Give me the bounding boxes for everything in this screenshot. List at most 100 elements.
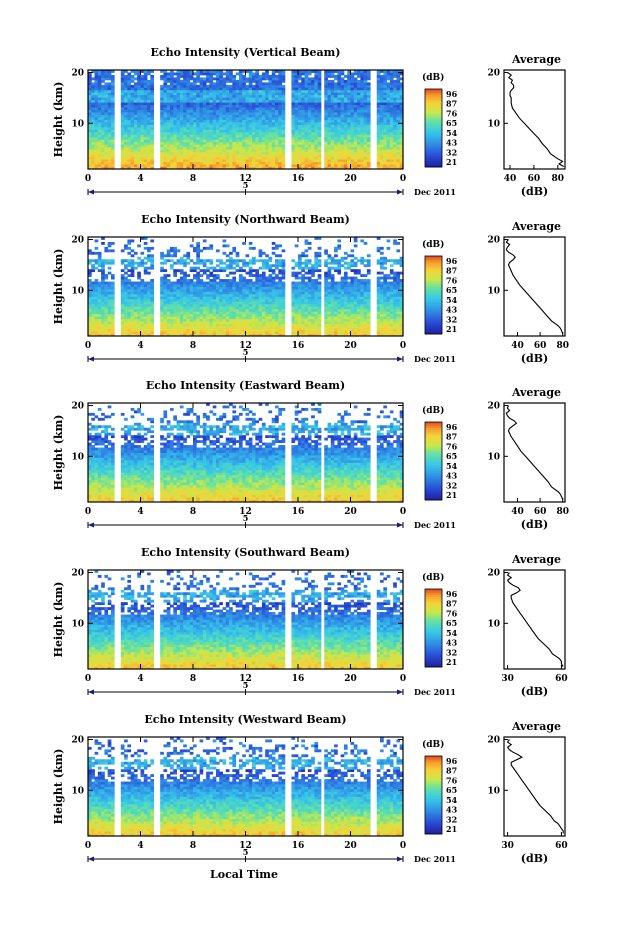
heatmap-cell bbox=[88, 154, 92, 158]
heatmap-cell bbox=[107, 261, 112, 265]
heatmap-cell bbox=[238, 328, 243, 332]
heatmap-cell bbox=[304, 156, 309, 160]
heatmap-cell bbox=[298, 74, 302, 78]
heatmap-cell bbox=[294, 154, 299, 158]
heatmap-cell bbox=[376, 89, 381, 93]
heatmap-cell bbox=[396, 84, 401, 88]
heatmap-cell bbox=[252, 256, 256, 260]
heatmap-cell bbox=[107, 94, 112, 98]
heatmap-cell bbox=[245, 89, 250, 93]
heatmap-cell bbox=[147, 72, 151, 76]
heatmap-cell bbox=[150, 99, 155, 103]
heatmap-cell bbox=[170, 308, 174, 312]
heatmap-cell bbox=[337, 121, 342, 125]
heatmap-cell bbox=[337, 107, 342, 111]
heatmap-cell bbox=[324, 156, 328, 160]
heatmap-cell bbox=[120, 92, 125, 96]
heatmap-cell bbox=[127, 99, 132, 103]
heatmap-cell bbox=[199, 136, 204, 140]
heatmap-cell bbox=[278, 112, 282, 115]
heatmap-cell bbox=[166, 89, 171, 93]
heatmap-cell bbox=[127, 269, 132, 273]
heatmap-cell bbox=[166, 102, 171, 106]
heatmap-cell bbox=[127, 151, 132, 155]
heatmap-cell bbox=[94, 87, 99, 91]
heatmap-cell bbox=[255, 126, 260, 130]
heatmap-cell bbox=[179, 323, 184, 327]
heatmap-cell bbox=[137, 97, 141, 101]
heatmap-cell bbox=[199, 164, 204, 167]
heatmap-cell bbox=[255, 74, 260, 78]
heatmap-cell bbox=[110, 274, 115, 278]
heatmap-cell bbox=[140, 284, 145, 287]
heatmap-cell bbox=[160, 121, 164, 125]
heatmap-cell bbox=[255, 104, 260, 108]
heatmap-cell bbox=[199, 72, 204, 76]
heatmap-cell bbox=[307, 107, 312, 111]
heatmap-cell bbox=[232, 119, 237, 123]
heatmap-cell bbox=[196, 246, 200, 250]
heatmap-cell bbox=[189, 331, 194, 334]
heatmap-cell bbox=[278, 104, 282, 108]
heatmap-cell bbox=[314, 117, 319, 120]
heatmap-cell bbox=[238, 136, 243, 140]
heatmap-cell bbox=[94, 144, 99, 148]
heatmap-cell bbox=[163, 97, 168, 101]
heatmap-cell bbox=[380, 146, 384, 150]
heatmap-cell bbox=[215, 104, 220, 108]
heatmap-cell bbox=[91, 149, 95, 153]
heatmap-cell bbox=[120, 136, 125, 140]
heatmap-cell bbox=[183, 333, 187, 337]
heatmap-cell bbox=[183, 92, 187, 96]
heatmap-cell bbox=[278, 94, 282, 98]
heatmap-cell bbox=[229, 284, 233, 287]
heatmap-cell bbox=[307, 102, 312, 106]
heatmap-cell bbox=[137, 311, 141, 315]
heatmap-cell bbox=[199, 293, 204, 297]
heatmap-cell bbox=[366, 159, 371, 162]
heatmap-cell bbox=[196, 276, 200, 280]
heatmap-cell bbox=[110, 129, 115, 133]
heatmap-cell bbox=[298, 131, 302, 135]
heatmap-cell bbox=[183, 293, 187, 297]
heatmap-cell bbox=[357, 112, 361, 115]
heatmap-cell bbox=[137, 82, 141, 86]
heatmap-cell bbox=[140, 298, 145, 302]
heatmap-cell bbox=[281, 149, 286, 153]
heatmap-cell bbox=[166, 166, 171, 170]
heatmap-cell bbox=[281, 87, 286, 91]
heatmap-cell bbox=[130, 141, 135, 145]
heatmap-cell bbox=[196, 117, 200, 120]
heatmap-cell bbox=[389, 124, 394, 128]
heatmap-cell bbox=[170, 298, 174, 302]
heatmap-cell bbox=[143, 308, 148, 312]
heatmap-cell bbox=[147, 117, 151, 120]
heatmap-cell bbox=[376, 104, 381, 108]
heatmap-cell bbox=[337, 149, 342, 153]
heatmap-cell bbox=[242, 159, 246, 162]
heatmap-cell bbox=[343, 144, 348, 148]
heatmap-cell bbox=[163, 121, 168, 125]
heatmap-cell bbox=[353, 166, 358, 170]
heatmap-cell bbox=[242, 284, 246, 287]
heatmap-cell bbox=[176, 333, 181, 337]
heatmap-cell bbox=[360, 99, 365, 103]
heatmap-cell bbox=[186, 298, 191, 302]
heatmap-cell bbox=[258, 77, 263, 81]
heatmap-cell bbox=[97, 144, 102, 148]
heatmap-cell bbox=[343, 92, 348, 96]
heatmap-cell bbox=[229, 266, 233, 270]
heatmap-cell bbox=[255, 89, 260, 93]
heatmap-cell bbox=[179, 318, 184, 322]
heatmap-cell bbox=[143, 121, 148, 125]
heatmap-cell bbox=[265, 276, 269, 280]
heatmap-cell bbox=[265, 97, 269, 101]
heatmap-cell bbox=[235, 134, 240, 138]
heatmap-cell bbox=[88, 124, 92, 128]
heatmap-cell bbox=[104, 291, 109, 295]
heatmap-cell bbox=[193, 284, 197, 287]
heatmap-cell bbox=[215, 72, 220, 76]
heatmap-cell bbox=[104, 151, 109, 155]
heatmap-cell bbox=[258, 141, 263, 145]
heatmap-cell bbox=[225, 92, 230, 96]
